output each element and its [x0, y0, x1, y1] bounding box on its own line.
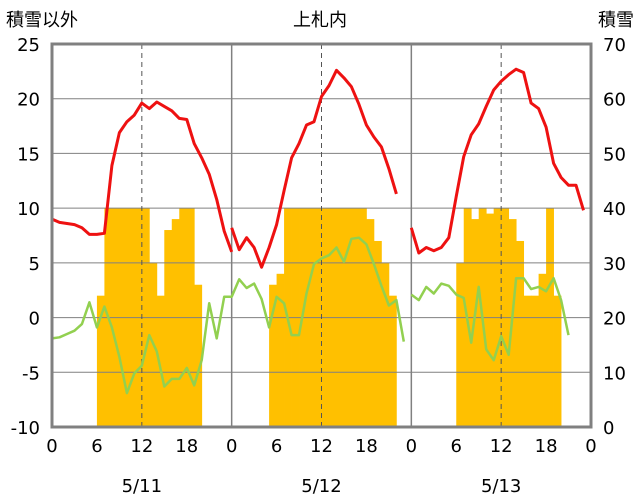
snow-bar [96, 295, 105, 427]
right-tick-label: 40 [603, 199, 626, 220]
snow-bar [366, 219, 375, 427]
right-axis-title: 積雪 [598, 10, 634, 31]
snow-bar [553, 295, 562, 427]
x-tick-label: 0 [585, 436, 596, 457]
snow-bar [486, 213, 495, 427]
snow-bar [531, 295, 539, 427]
snow-bar [523, 295, 532, 427]
day-label: 5/12 [301, 476, 341, 497]
x-tick-label: 6 [451, 436, 462, 457]
snow-bar [456, 262, 465, 427]
snow-bar [381, 262, 390, 427]
day-label: 5/11 [122, 476, 162, 497]
snow-bar [269, 284, 277, 427]
snow-bar [171, 219, 180, 427]
snow-bar [471, 219, 480, 427]
x-hour-tick-labels: 0 6 12 18 0 6 12 18 0 6 12 18 0 [46, 436, 596, 457]
day-labels: 5/11 5/12 5/13 [122, 476, 522, 497]
snow-bar [194, 284, 203, 427]
x-tick-label: 0 [406, 436, 417, 457]
left-tick-label: 25 [17, 35, 40, 56]
plot-border [50, 42, 593, 429]
left-axis-title: 積雪以外 [6, 10, 78, 31]
left-y-tick-labels: 25 20 15 10 5 0 -5 -10 [11, 35, 40, 439]
right-tick-label: 20 [603, 309, 626, 330]
right-tick-label: 50 [603, 144, 626, 165]
right-y-tick-labels: 70 60 50 40 30 20 10 0 [603, 35, 626, 439]
green-line-segment [410, 276, 570, 362]
x-tick-label: 0 [46, 436, 57, 457]
x-tick-label: 12 [490, 436, 513, 457]
snow-bar [538, 273, 547, 427]
x-tick-label: 6 [271, 436, 282, 457]
chart-title: 上札内 [293, 10, 347, 31]
x-tick-label: 18 [535, 436, 558, 457]
x-tick-label: 18 [175, 436, 198, 457]
red-temperature-line [51, 100, 234, 253]
snow-bar [516, 240, 525, 427]
left-tick-label: 15 [17, 144, 40, 165]
left-tick-label: -5 [22, 363, 40, 384]
snow-bar [156, 295, 165, 427]
left-tick-label: 5 [29, 254, 40, 275]
x-tick-label: 12 [310, 436, 333, 457]
left-tick-label: 20 [17, 90, 40, 111]
left-tick-label: 0 [29, 309, 40, 330]
right-tick-label: 70 [603, 35, 626, 56]
series-lines [51, 67, 585, 395]
right-tick-label: 0 [603, 418, 614, 439]
x-tick-label: 6 [91, 436, 102, 457]
snow-bar [276, 273, 285, 427]
x-tick-label: 12 [130, 436, 153, 457]
x-tick-label: 18 [355, 436, 378, 457]
plot-frame [50, 42, 593, 429]
red-temperature-line [409, 67, 585, 255]
right-tick-label: 30 [603, 254, 626, 275]
day-label: 5/13 [481, 476, 521, 497]
snow-bar [388, 295, 397, 427]
right-tick-label: 60 [603, 90, 626, 111]
snow-bar [373, 240, 382, 427]
red-temperature-line [230, 68, 398, 269]
left-tick-label: -10 [11, 418, 40, 439]
right-tick-label: 10 [603, 363, 626, 384]
green-line-segment [51, 236, 406, 395]
x-tick-label: 0 [226, 436, 237, 457]
left-tick-label: 10 [17, 199, 40, 220]
snow-bar [164, 230, 173, 427]
